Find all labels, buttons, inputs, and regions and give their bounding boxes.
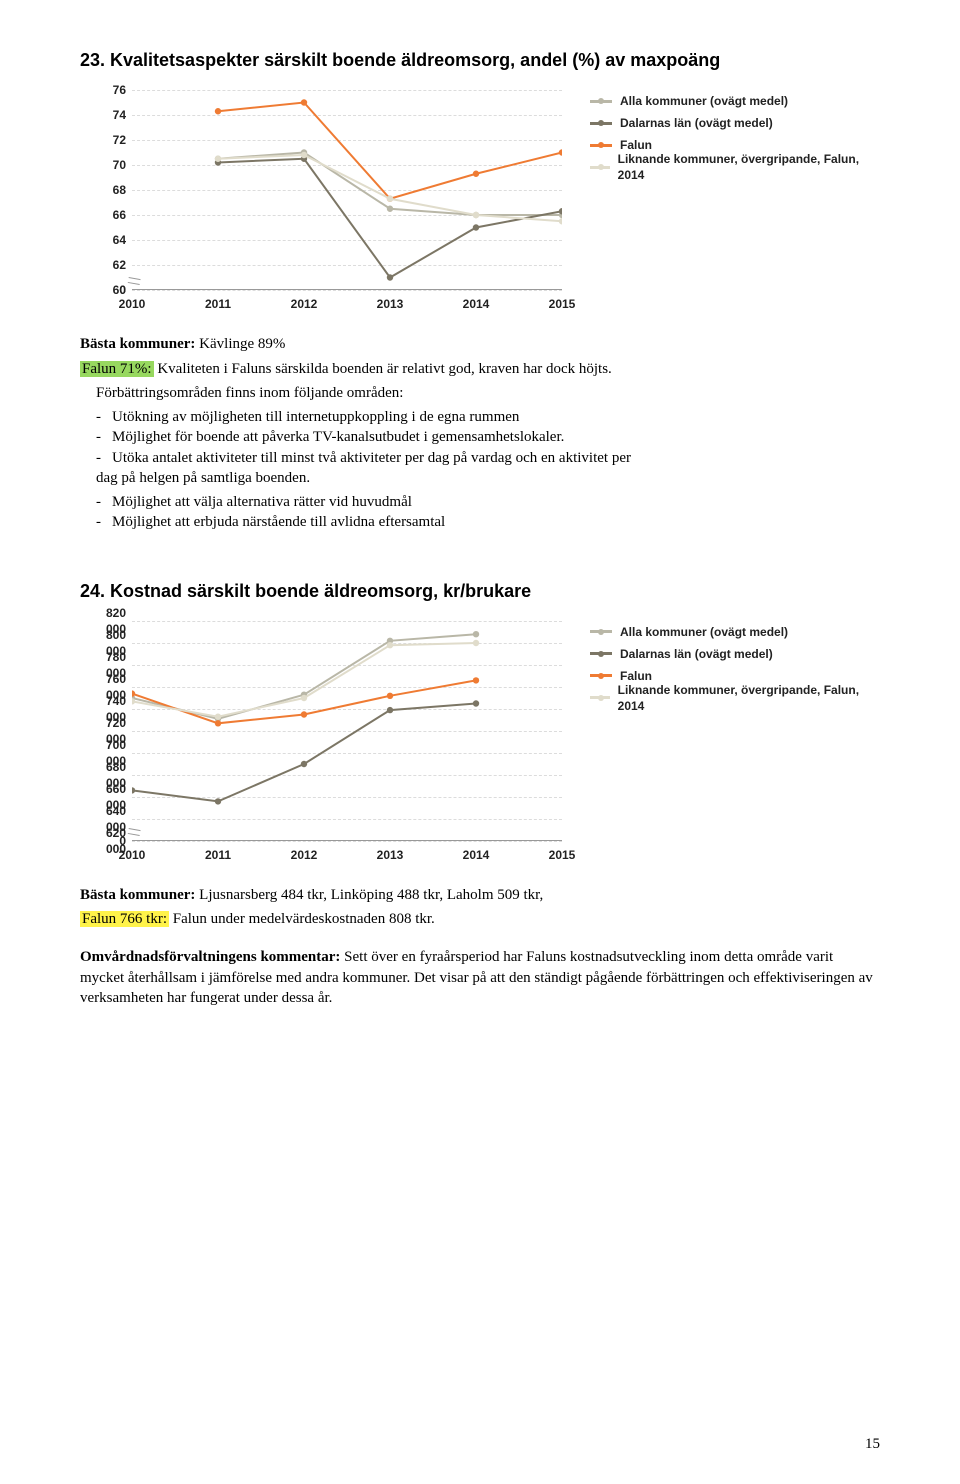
bullet-4: Möjlighet att välja alternativa rätter v… — [112, 492, 412, 512]
legend-item: Alla kommuner (ovägt medel) — [590, 90, 860, 112]
y-tick: 76 — [88, 82, 126, 98]
chart2-legend: Alla kommuner (ovägt medel)Dalarnas län … — [590, 621, 860, 709]
best-kommuner-value-2: Ljusnarsberg 484 tkr, Linköping 488 tkr,… — [195, 887, 543, 903]
x-tick: 2010 — [119, 296, 146, 312]
legend-item: Liknande kommuner, övergripande, Falun, … — [590, 687, 860, 709]
x-tick: 2013 — [377, 296, 404, 312]
legend-item: Dalarnas län (ovägt medel) — [590, 643, 860, 665]
x-tick: 2011 — [205, 847, 231, 863]
chart2-title: 24. Kostnad särskilt boende äldreomsorg,… — [80, 579, 880, 603]
bullet-2: Möjlighet för boende att påverka TV-kana… — [112, 427, 564, 447]
best-kommuner-value: Kävlinge 89% — [195, 336, 285, 352]
chart1-title: 23. Kvalitetsaspekter särskilt boende äl… — [80, 48, 880, 72]
improvements-intro: Förbättringsområden finns inom följande … — [96, 383, 880, 403]
y-tick: 820 000 — [88, 605, 126, 637]
y-tick: 72 — [88, 132, 126, 148]
legend-item: Liknande kommuner, övergripande, Falun, … — [590, 156, 860, 178]
legend-item: Alla kommuner (ovägt medel) — [590, 621, 860, 643]
x-tick: 2013 — [377, 847, 404, 863]
x-tick: 2012 — [291, 296, 318, 312]
bullet-5: Möjlighet att erbjuda närstående till av… — [112, 512, 445, 532]
x-tick: 2014 — [463, 296, 490, 312]
falun-tkr-text: Falun under medelvärdeskostnaden 808 tkr… — [169, 911, 435, 927]
best-kommuner-label-2: Bästa kommuner: — [80, 887, 195, 903]
x-tick: 2011 — [205, 296, 231, 312]
text-block-2: Bästa kommuner: Ljusnarsberg 484 tkr, Li… — [80, 885, 880, 1008]
x-tick: 2012 — [291, 847, 318, 863]
x-tick: 2015 — [549, 296, 576, 312]
bullet-3b: dag på helgen på samtliga boenden. — [96, 468, 880, 488]
falun-tkr-label: Falun 766 tkr: — [80, 911, 169, 927]
best-kommuner-label: Bästa kommuner: — [80, 336, 195, 352]
x-tick: 2014 — [463, 847, 490, 863]
y-tick: 70 — [88, 157, 126, 173]
comment-label: Omvårdnadsförvaltningens kommentar: — [80, 949, 340, 965]
chart1-legend: Alla kommuner (ovägt medel)Dalarnas län … — [590, 90, 860, 178]
page-number: 15 — [865, 1434, 880, 1454]
y-tick: 62 — [88, 257, 126, 273]
legend-item: Dalarnas län (ovägt medel) — [590, 112, 860, 134]
bullet-3a: Utöka antalet aktiviteter till minst två… — [112, 448, 631, 468]
y-tick: 64 — [88, 232, 126, 248]
falun-pct-label: Falun 71%: — [80, 361, 154, 377]
text-block-1: Bästa kommuner: Kävlinge 89% Falun 71%: … — [80, 334, 880, 532]
chart2: 620 000640 000660 000680 000700 000720 0… — [80, 613, 860, 873]
y-tick: 68 — [88, 182, 126, 198]
y-tick: 66 — [88, 207, 126, 223]
y-tick: 74 — [88, 107, 126, 123]
bullet-1: Utökning av möjligheten till internetupp… — [112, 407, 519, 427]
x-tick: 2015 — [549, 847, 576, 863]
x-tick: 2010 — [119, 847, 146, 863]
chart1: 6062646668707274760201020112012201320142… — [80, 82, 860, 322]
falun-pct-text: Kvaliteten i Faluns särskilda boenden är… — [154, 361, 612, 377]
